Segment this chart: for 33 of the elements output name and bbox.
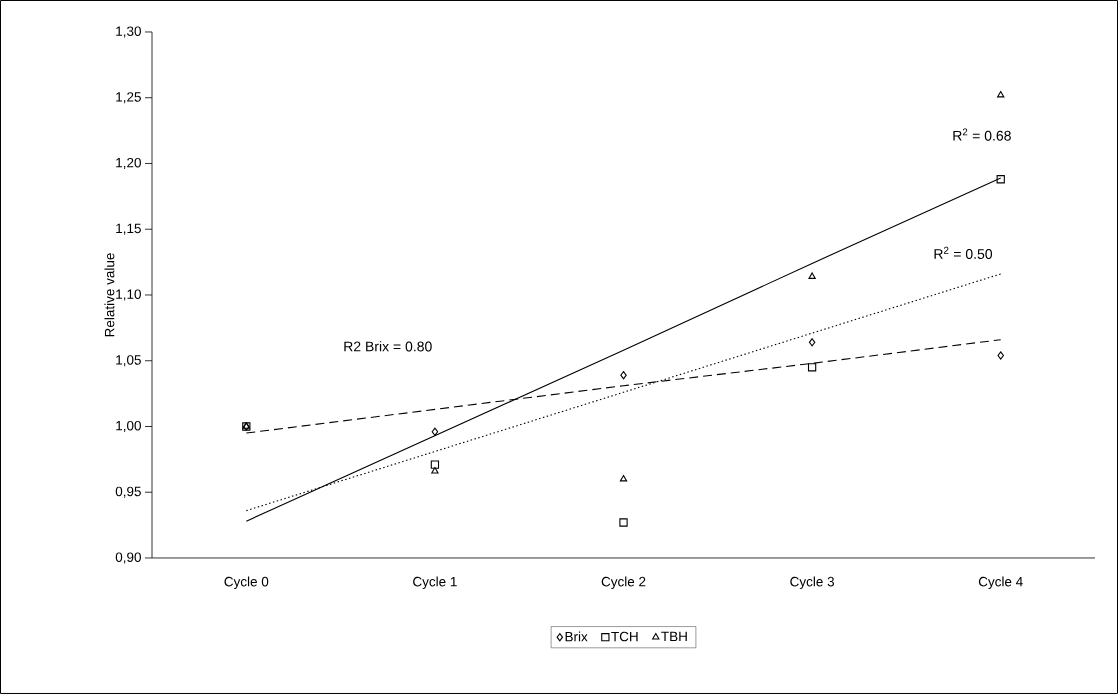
x-tick-label: Cycle 4 [978, 576, 1023, 590]
x-tick-label: Cycle 3 [790, 576, 835, 590]
point [620, 371, 627, 380]
y-tick-label: 1,30 [116, 26, 141, 38]
legend-label: TBH [661, 631, 687, 642]
x-tick-label: Cycle 1 [413, 576, 457, 590]
y-tick-label: 1,20 [116, 157, 141, 170]
legend-label: Brix [565, 631, 588, 642]
point [431, 427, 439, 436]
point [808, 272, 816, 279]
annotation: R$^{2}$ = 0.68 [953, 128, 1011, 141]
y-tick-label: 1,05 [116, 355, 141, 367]
y-tick-label: 1,25 [116, 92, 141, 104]
point [430, 460, 440, 469]
point [431, 467, 439, 474]
annotation: R2 Brix = 0.80 [344, 341, 432, 352]
legend-label: TCH [611, 631, 638, 642]
y-tick-label: 0,90 [115, 552, 141, 564]
y-tick-label: 1,10 [116, 289, 141, 301]
point [808, 338, 816, 347]
point [996, 175, 1005, 184]
point [807, 363, 817, 372]
point [619, 518, 628, 527]
x-tick-label: Cycle 2 [601, 576, 646, 590]
annotation: R$^{2}$ = 0.50 [934, 246, 993, 259]
y-tick-label: 0,95 [115, 486, 141, 498]
point [997, 90, 1005, 98]
point [619, 474, 628, 482]
y-tick-label: 1,15 [116, 223, 141, 235]
point [997, 351, 1004, 360]
y-tick-label: 1,00 [116, 420, 141, 433]
x-tick-label: Cycle 0 [224, 576, 269, 590]
y-axis-title: Relative value [104, 253, 115, 337]
